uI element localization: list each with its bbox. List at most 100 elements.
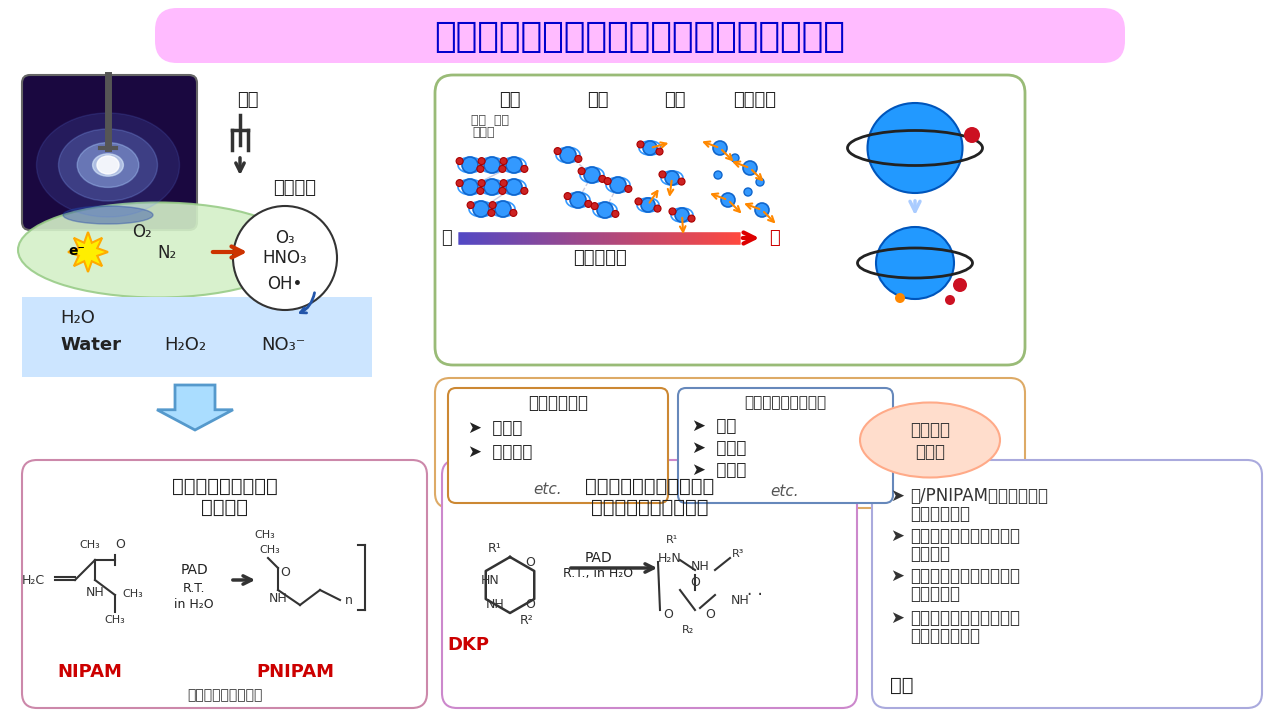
Text: 速分解・低害化: 速分解・低害化 (910, 627, 980, 645)
Circle shape (499, 166, 506, 172)
Circle shape (570, 192, 586, 208)
Text: オリゴペプチドの合成: オリゴペプチドの合成 (591, 498, 709, 516)
Ellipse shape (59, 129, 157, 201)
Text: の形成: の形成 (915, 443, 945, 461)
Text: ➤: ➤ (890, 609, 904, 627)
Circle shape (678, 178, 685, 185)
Circle shape (479, 158, 485, 165)
Circle shape (561, 147, 576, 163)
Circle shape (506, 157, 522, 173)
FancyBboxPatch shape (22, 460, 428, 708)
Text: エネルギー: エネルギー (573, 249, 627, 267)
Text: O: O (115, 539, 125, 552)
Text: ➤: ➤ (890, 527, 904, 545)
Circle shape (721, 193, 735, 207)
Text: 水中の有機汚染物質の迅: 水中の有機汚染物質の迅 (910, 609, 1020, 627)
Text: O: O (705, 608, 716, 621)
Text: R²: R² (520, 613, 534, 626)
Ellipse shape (868, 103, 963, 193)
Text: 機能性高分子素材の: 機能性高分子素材の (172, 477, 278, 495)
Circle shape (689, 215, 695, 222)
Circle shape (654, 205, 660, 212)
Text: H₂C: H₂C (22, 574, 45, 587)
Circle shape (641, 198, 655, 212)
Text: O: O (525, 556, 535, 569)
Circle shape (575, 156, 582, 163)
Polygon shape (157, 385, 233, 430)
Text: CH₃: CH₃ (255, 530, 275, 540)
Text: O₃: O₃ (275, 229, 294, 247)
FancyBboxPatch shape (22, 297, 372, 377)
Circle shape (591, 202, 598, 210)
Circle shape (675, 208, 689, 222)
Text: O: O (525, 598, 535, 611)
Text: NH: NH (86, 585, 105, 598)
Ellipse shape (876, 227, 954, 299)
Text: PNIPAM: PNIPAM (256, 663, 334, 681)
Circle shape (585, 200, 591, 207)
Circle shape (521, 187, 527, 194)
Text: N₂: N₂ (157, 244, 177, 262)
Text: ➤  イオン: ➤ イオン (468, 419, 522, 437)
Circle shape (635, 198, 643, 205)
Circle shape (456, 158, 463, 165)
Text: O: O (280, 565, 291, 578)
Circle shape (484, 179, 500, 195)
Text: R₂: R₂ (682, 625, 694, 635)
Circle shape (499, 187, 506, 194)
Ellipse shape (63, 206, 154, 224)
Text: HN: HN (480, 574, 499, 587)
Circle shape (500, 158, 507, 165)
Circle shape (657, 148, 663, 155)
Text: R.T., in H₂O: R.T., in H₂O (563, 567, 634, 580)
Text: ➤  高温: ➤ 高温 (692, 417, 736, 435)
Text: 銀/PNIPAM複合粒子の作: 銀/PNIPAM複合粒子の作 (910, 487, 1048, 505)
Text: 原子  電子: 原子 電子 (471, 114, 509, 127)
FancyBboxPatch shape (435, 75, 1025, 365)
FancyBboxPatch shape (442, 460, 858, 708)
Circle shape (895, 293, 905, 303)
Circle shape (596, 202, 613, 218)
Text: in H₂O: in H₂O (174, 598, 214, 611)
Circle shape (462, 179, 477, 195)
Circle shape (579, 168, 585, 175)
Circle shape (564, 192, 571, 199)
Text: 局所的高エネルギー: 局所的高エネルギー (744, 395, 826, 410)
Text: n: n (346, 593, 353, 606)
Circle shape (477, 166, 484, 172)
Circle shape (756, 178, 764, 186)
Text: etc.: etc. (534, 482, 562, 498)
Circle shape (945, 295, 955, 305)
Circle shape (611, 177, 626, 193)
Text: CH₃: CH₃ (260, 545, 280, 555)
Circle shape (742, 161, 756, 175)
Circle shape (554, 148, 561, 155)
Text: ジケトピペラジンからの: ジケトピペラジンからの (585, 477, 714, 495)
FancyBboxPatch shape (22, 75, 197, 230)
Text: 高: 高 (769, 229, 781, 247)
Circle shape (643, 141, 657, 155)
Text: ➤  ラジカル: ➤ ラジカル (468, 443, 532, 461)
Text: 原子核: 原子核 (472, 127, 495, 140)
Text: OH•: OH• (268, 275, 302, 293)
Circle shape (462, 157, 477, 173)
Text: NIPAM: NIPAM (58, 663, 123, 681)
Circle shape (599, 176, 605, 182)
Circle shape (713, 141, 727, 155)
Text: 低: 低 (442, 229, 452, 247)
Circle shape (604, 178, 611, 184)
Text: CH₃: CH₃ (79, 540, 100, 550)
Circle shape (484, 157, 500, 173)
Ellipse shape (77, 143, 138, 187)
Circle shape (731, 154, 739, 162)
Circle shape (467, 202, 474, 209)
Text: R.T.: R.T. (183, 582, 205, 595)
Text: CH₃: CH₃ (105, 615, 125, 625)
Ellipse shape (18, 202, 298, 297)
Text: · ·: · · (748, 586, 763, 604)
Text: NH: NH (269, 592, 288, 605)
FancyBboxPatch shape (678, 388, 893, 503)
Ellipse shape (97, 156, 119, 174)
Text: プラズマ: プラズマ (274, 179, 316, 197)
Ellipse shape (37, 113, 179, 217)
